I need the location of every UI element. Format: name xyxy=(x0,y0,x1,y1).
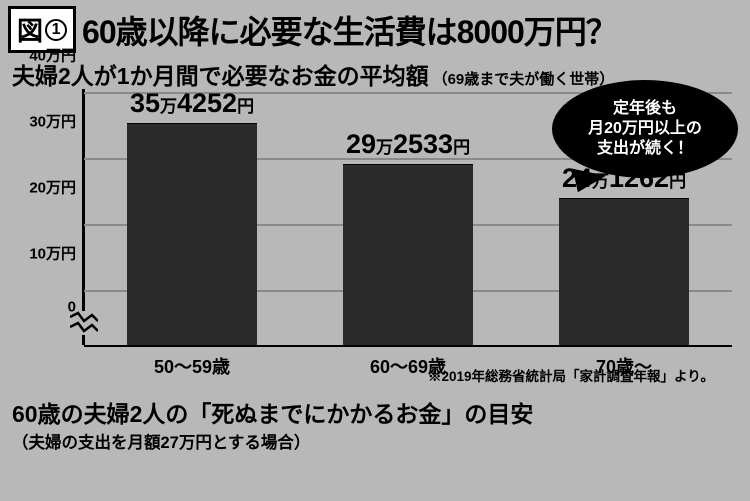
bar-group: 35万4252円 xyxy=(84,123,300,345)
y-tick-label: 0 xyxy=(68,299,76,316)
callout-line: 支出が続く！ xyxy=(597,139,693,159)
callout-line: 月20万円以上の xyxy=(588,119,702,139)
y-tick-label: 10万円 xyxy=(29,243,76,264)
x-tick-label: 50～59歳 xyxy=(84,347,300,387)
bar-value-label: 35万4252円 xyxy=(130,88,254,119)
callout-line: 定年後も xyxy=(613,99,677,119)
bottom-block: 60歳の夫婦2人の「死ぬまでにかかるお金」の目安 （夫婦の支出を月額27万円とす… xyxy=(0,387,750,453)
source-note: ※2019年総務省統計局「家計調査年報」より。 xyxy=(428,365,714,385)
main-title: 60歳以降に必要な生活費は8000万円？ xyxy=(82,7,617,53)
bar-group: 29万2533円 xyxy=(300,164,516,345)
bar xyxy=(343,164,473,345)
y-tick-label: 20万円 xyxy=(29,177,76,198)
figure-badge-prefix: 図 xyxy=(17,11,43,48)
header: 図1 60歳以降に必要な生活費は8000万円？ xyxy=(0,0,750,55)
figure-badge-number: 1 xyxy=(45,19,67,41)
y-tick-label: 40万円 xyxy=(29,45,76,66)
callout-bubble: 定年後も月20万円以上の支出が続く！ xyxy=(552,80,738,178)
bottom-note: （夫婦の支出を月額27万円とする場合） xyxy=(12,429,738,453)
subtitle-note: （69歳まで夫が働く世帯） xyxy=(433,68,615,89)
bar-value-label: 29万2533円 xyxy=(346,129,470,160)
bar-group: 24万1262円 xyxy=(516,198,732,345)
bar xyxy=(127,123,257,345)
y-axis: 010万円20万円30万円40万円 xyxy=(18,95,84,347)
bottom-title: 60歳の夫婦2人の「死ぬまでにかかるお金」の目安 xyxy=(12,395,738,429)
bar xyxy=(559,198,689,345)
y-tick-label: 30万円 xyxy=(29,111,76,132)
